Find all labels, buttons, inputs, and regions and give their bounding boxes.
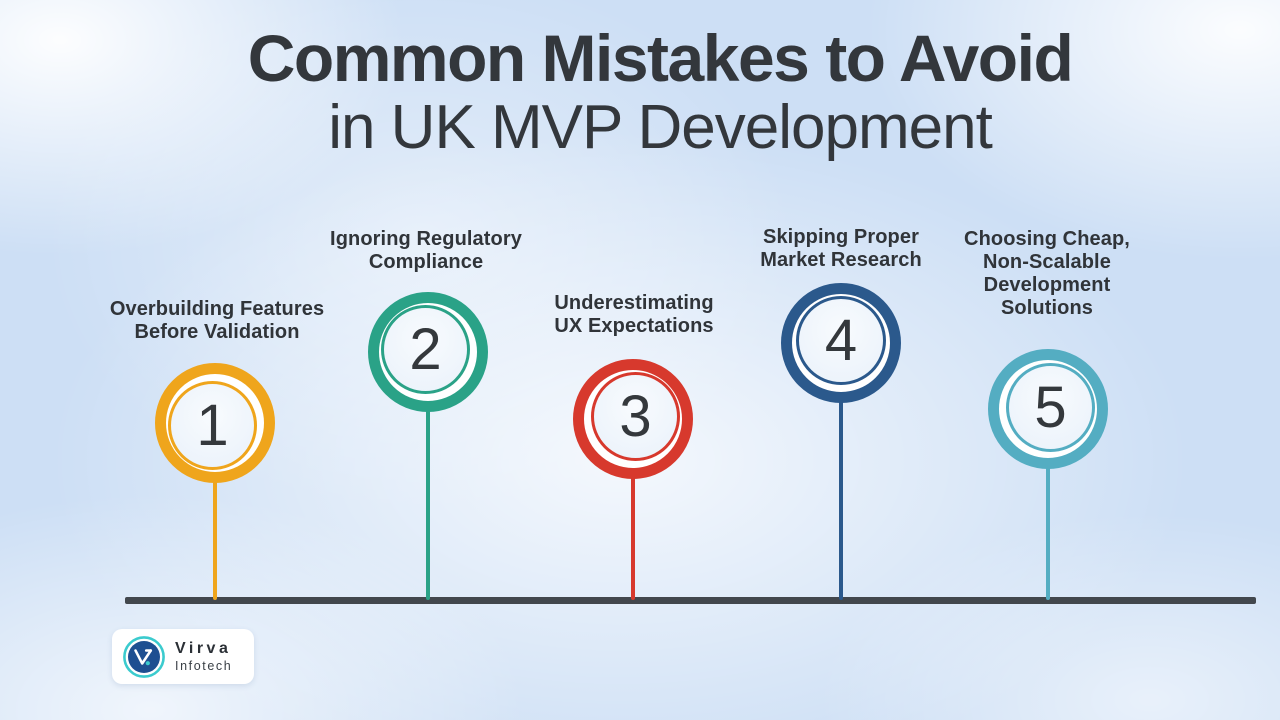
milestone-5-stem	[1046, 463, 1050, 600]
milestone-1-circle: 1	[155, 363, 275, 483]
milestone-3-label: Underestimating UX Expectations	[554, 292, 714, 337]
milestone-3-circle: 3	[573, 359, 693, 479]
milestone-4-inner-ring: 4	[796, 296, 886, 385]
milestone-3-stem	[631, 473, 635, 600]
milestone-2-number: 2	[409, 316, 442, 382]
brand-text: Virva Infotech	[175, 640, 232, 674]
page-title: Common Mistakes to Avoid in UK MVP Devel…	[40, 24, 1280, 160]
milestone-2-circle: 2	[368, 292, 488, 412]
milestone-1-stem	[213, 475, 217, 600]
brand-logo-card: Virva Infotech	[112, 629, 254, 684]
timeline-axis	[125, 597, 1256, 604]
title-line-2: in UK MVP Development	[328, 93, 993, 162]
milestone-1-number: 1	[196, 392, 229, 458]
milestone-5-circle: 5	[988, 349, 1108, 469]
milestone-4-circle: 4	[781, 283, 901, 403]
milestone-1-label: Overbuilding Features Before Validation	[109, 298, 325, 343]
milestone-4-label: Skipping Proper Market Research	[760, 226, 922, 271]
milestone-2-stem	[426, 406, 430, 600]
milestone-3-inner-ring: 3	[591, 372, 680, 461]
milestone-4-stem	[839, 397, 843, 600]
milestone-2-label: Ignoring Regulatory Compliance	[330, 228, 522, 273]
milestone-1-inner-ring: 1	[168, 381, 257, 470]
brand-subname: Infotech	[175, 659, 233, 673]
brand-name: Virva	[175, 639, 232, 657]
milestone-5-label: Choosing Cheap, Non-Scalable Development…	[964, 228, 1130, 319]
title-line-1: Common Mistakes to Avoid	[247, 21, 1074, 95]
virva-v-icon	[123, 635, 165, 678]
milestone-4-number: 4	[824, 307, 858, 373]
milestone-5-inner-ring: 5	[1006, 363, 1095, 452]
milestone-2-inner-ring: 2	[381, 305, 470, 394]
milestone-5-number: 5	[1034, 374, 1067, 440]
milestone-3-number: 3	[619, 383, 652, 449]
